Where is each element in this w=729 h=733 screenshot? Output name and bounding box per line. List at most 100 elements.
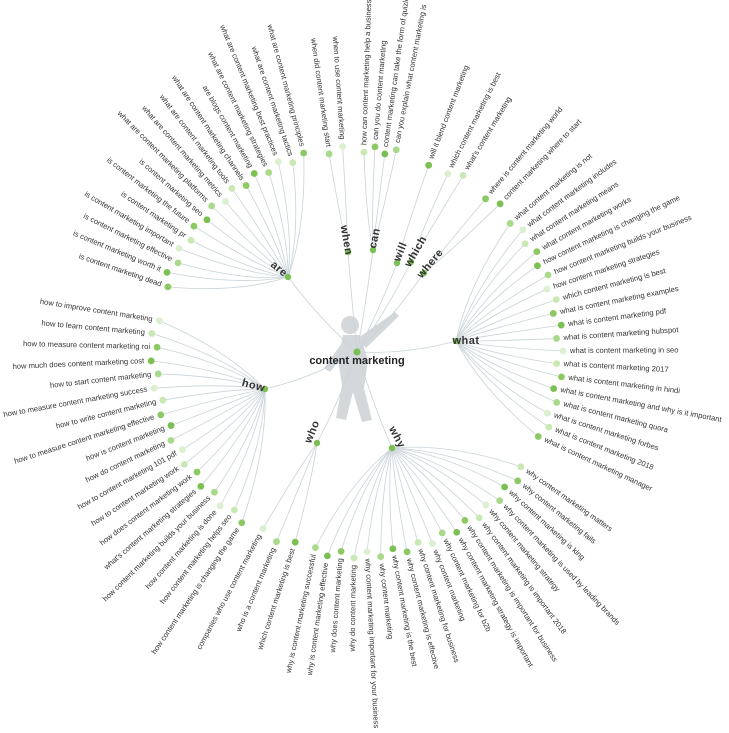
leaf-link <box>391 447 500 501</box>
leaf-label: why content marketing important for your… <box>363 557 381 728</box>
leaf-link <box>294 442 318 543</box>
leaf-link <box>455 274 549 342</box>
leaf-link <box>253 173 289 278</box>
leaf-node <box>291 538 299 546</box>
leaf-node <box>429 540 436 548</box>
leaf-node <box>543 285 551 293</box>
hub-link <box>264 351 358 390</box>
leaf-link <box>391 447 487 506</box>
leaf-node <box>273 538 280 546</box>
leaf-node <box>371 143 379 151</box>
leaf-node <box>337 547 345 555</box>
leaf-label: when did content marketing start <box>309 37 333 149</box>
branch-label: why <box>386 424 408 451</box>
leaf-link <box>151 360 266 390</box>
leaf-link <box>340 447 393 552</box>
leaf-link <box>455 324 562 342</box>
leaf-link <box>455 288 548 342</box>
leaf-link <box>455 229 524 342</box>
leaf-label: why content marketing <box>377 562 395 640</box>
leaf-node <box>339 143 347 150</box>
leaf-link <box>410 175 464 263</box>
leaf-node <box>147 357 155 365</box>
leaf-node <box>154 370 162 378</box>
leaf-node <box>557 321 565 329</box>
leaf-node <box>517 463 525 471</box>
hub-node <box>452 337 460 345</box>
leaf-link <box>287 153 305 278</box>
leaf-link <box>196 388 266 473</box>
leaf-link <box>277 161 290 278</box>
hub-link <box>316 351 358 444</box>
branch-label: can <box>367 227 383 250</box>
links <box>151 146 564 559</box>
leaf-link <box>156 346 266 390</box>
leaf-node <box>300 149 308 157</box>
leaf-link <box>162 388 266 401</box>
leaf-link <box>372 153 386 251</box>
leaf-link <box>328 153 349 253</box>
leaf-link <box>366 447 393 552</box>
leaf-node <box>496 200 504 208</box>
leaf-link <box>160 388 266 416</box>
hub-node <box>284 273 292 281</box>
leaf-node <box>544 271 552 279</box>
leaf-node <box>461 516 469 524</box>
leaf-link <box>455 338 557 342</box>
leaf-node <box>242 182 250 189</box>
leaf-link <box>455 299 557 342</box>
leaf-link <box>268 172 289 278</box>
leaf-link <box>363 152 374 251</box>
leaf-node <box>550 385 558 393</box>
leaf-link <box>342 146 349 253</box>
leaf-link <box>410 173 449 263</box>
leaf-link <box>182 388 266 451</box>
leaf-link <box>170 388 266 441</box>
leaf-node <box>208 202 216 210</box>
leaf-link <box>159 320 266 390</box>
leaf-link <box>225 201 289 278</box>
hub-node <box>344 248 352 256</box>
leaf-node <box>250 170 258 177</box>
leaf-node <box>552 296 560 304</box>
hub-node <box>420 269 428 277</box>
leaf-node <box>167 422 175 429</box>
leaf-link <box>190 239 289 278</box>
leaf-link <box>158 373 266 390</box>
hub-link <box>356 340 457 353</box>
leaf-node <box>425 161 433 169</box>
leaf-node <box>545 423 553 431</box>
leaf-link <box>391 447 419 543</box>
leaf-link <box>455 340 557 403</box>
leaf-link <box>455 340 554 390</box>
leaf-node <box>553 399 561 406</box>
leaf-node <box>163 268 171 276</box>
leaf-node <box>157 411 165 419</box>
leaf-node <box>553 335 560 342</box>
leaf-node <box>363 548 371 556</box>
hub-node <box>407 258 415 266</box>
hub-link <box>356 262 398 353</box>
leaf-label: how to measure content marketing success <box>3 384 149 419</box>
hub-link <box>356 249 374 353</box>
leaf-node <box>496 497 504 504</box>
leaf-link <box>380 447 393 557</box>
leaf-node <box>414 539 422 546</box>
leaf-link <box>455 340 539 437</box>
leaf-link <box>391 447 518 482</box>
leaf-link <box>241 388 266 523</box>
leaf-node <box>216 502 224 510</box>
leaf-node <box>179 446 186 454</box>
leaf-node <box>521 240 529 248</box>
leaf-link <box>245 185 289 278</box>
leaf-node <box>174 259 182 267</box>
hub-node <box>313 439 321 447</box>
leaf-label: how to learn content marketing <box>41 318 145 336</box>
leaf-node <box>164 283 172 291</box>
leaf-node <box>222 197 229 205</box>
nodes <box>147 143 567 562</box>
leaf-link <box>372 149 397 251</box>
leaf-node <box>190 222 198 230</box>
leaf-link <box>372 146 376 251</box>
leaf-node <box>519 226 527 234</box>
